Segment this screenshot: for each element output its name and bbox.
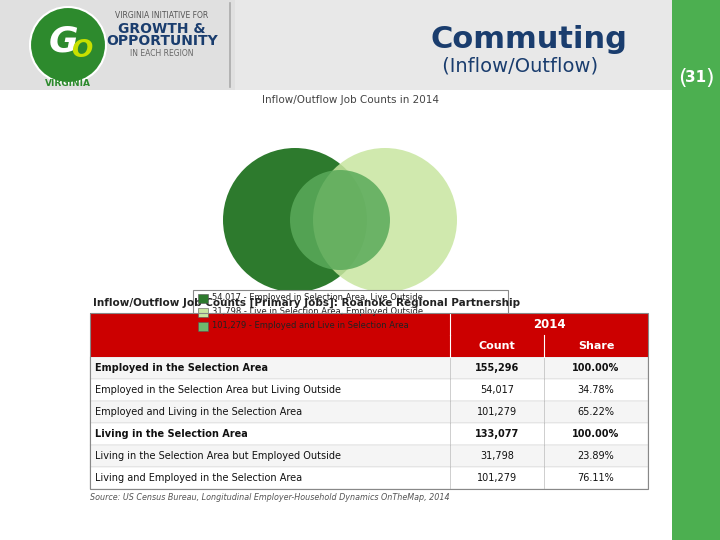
Text: (Inflow/Outflow): (Inflow/Outflow) [436,57,598,76]
Text: VIRGINIA INITIATIVE FOR: VIRGINIA INITIATIVE FOR [115,11,209,21]
Text: Employed in the Selection Area: Employed in the Selection Area [95,363,268,373]
Text: 54,017 - Employed in Selection Area, Live Outside: 54,017 - Employed in Selection Area, Liv… [212,294,423,302]
FancyBboxPatch shape [193,290,508,336]
FancyBboxPatch shape [90,313,648,335]
Circle shape [290,170,390,270]
Text: 133,077: 133,077 [475,429,519,439]
Text: Share: Share [578,341,614,351]
Text: 34.78%: 34.78% [577,385,614,395]
Text: 65.22%: 65.22% [577,407,614,417]
FancyBboxPatch shape [0,0,672,540]
Text: 23.89%: 23.89% [577,451,614,461]
Text: Employed in the Selection Area but Living Outside: Employed in the Selection Area but Livin… [95,385,341,395]
Text: 101,279: 101,279 [477,473,517,483]
FancyBboxPatch shape [90,445,648,467]
FancyBboxPatch shape [90,423,648,445]
FancyBboxPatch shape [90,357,648,379]
Text: Living in the Selection Area but Employed Outside: Living in the Selection Area but Employe… [95,451,341,461]
Text: O: O [71,38,93,62]
FancyBboxPatch shape [90,335,648,357]
Text: 101,279 - Employed and Live in Selection Area: 101,279 - Employed and Live in Selection… [212,321,409,330]
Text: Inflow/Outflow Job Counts in 2014: Inflow/Outflow Job Counts in 2014 [261,95,438,105]
Text: 76.11%: 76.11% [577,473,614,483]
Text: ): ) [706,68,714,88]
FancyBboxPatch shape [198,322,208,331]
Text: Commuting: Commuting [430,25,627,55]
Text: 31,798: 31,798 [480,451,514,461]
Text: IN EACH REGION: IN EACH REGION [130,49,194,57]
Text: Source: US Census Bureau, Longitudinal Employer-Household Dynamics OnTheMap, 201: Source: US Census Bureau, Longitudinal E… [90,493,449,502]
Circle shape [30,7,106,83]
Text: 100.00%: 100.00% [572,429,620,439]
Text: Living and Employed in the Selection Area: Living and Employed in the Selection Are… [95,473,302,483]
Text: Living in the Selection Area: Living in the Selection Area [95,429,248,439]
Text: 2014: 2014 [533,318,565,330]
Text: 31: 31 [685,71,706,85]
Circle shape [223,148,367,292]
FancyBboxPatch shape [672,0,720,540]
Text: (: ( [678,68,686,88]
Text: 155,296: 155,296 [475,363,519,373]
FancyBboxPatch shape [90,379,648,401]
Text: 31,798 - Live in Selection Area, Employed Outside: 31,798 - Live in Selection Area, Employe… [212,307,423,316]
Text: VIRGINIA: VIRGINIA [45,79,91,88]
Text: Count: Count [479,341,516,351]
Text: Inflow/Outflow Job Counts [Primary Jobs]: Roanoke Regional Partnership: Inflow/Outflow Job Counts [Primary Jobs]… [93,298,520,308]
FancyBboxPatch shape [90,467,648,489]
Text: Employed and Living in the Selection Area: Employed and Living in the Selection Are… [95,407,302,417]
FancyBboxPatch shape [198,308,208,317]
FancyBboxPatch shape [198,294,208,303]
Circle shape [313,148,457,292]
Text: 100.00%: 100.00% [572,363,620,373]
Text: 54,017: 54,017 [480,385,514,395]
FancyBboxPatch shape [90,401,648,423]
Text: OPPORTUNITY: OPPORTUNITY [106,34,218,48]
FancyBboxPatch shape [0,0,672,90]
Text: 101,279: 101,279 [477,407,517,417]
Text: G: G [48,24,78,58]
Text: GROWTH &: GROWTH & [118,22,206,36]
FancyBboxPatch shape [0,0,235,90]
